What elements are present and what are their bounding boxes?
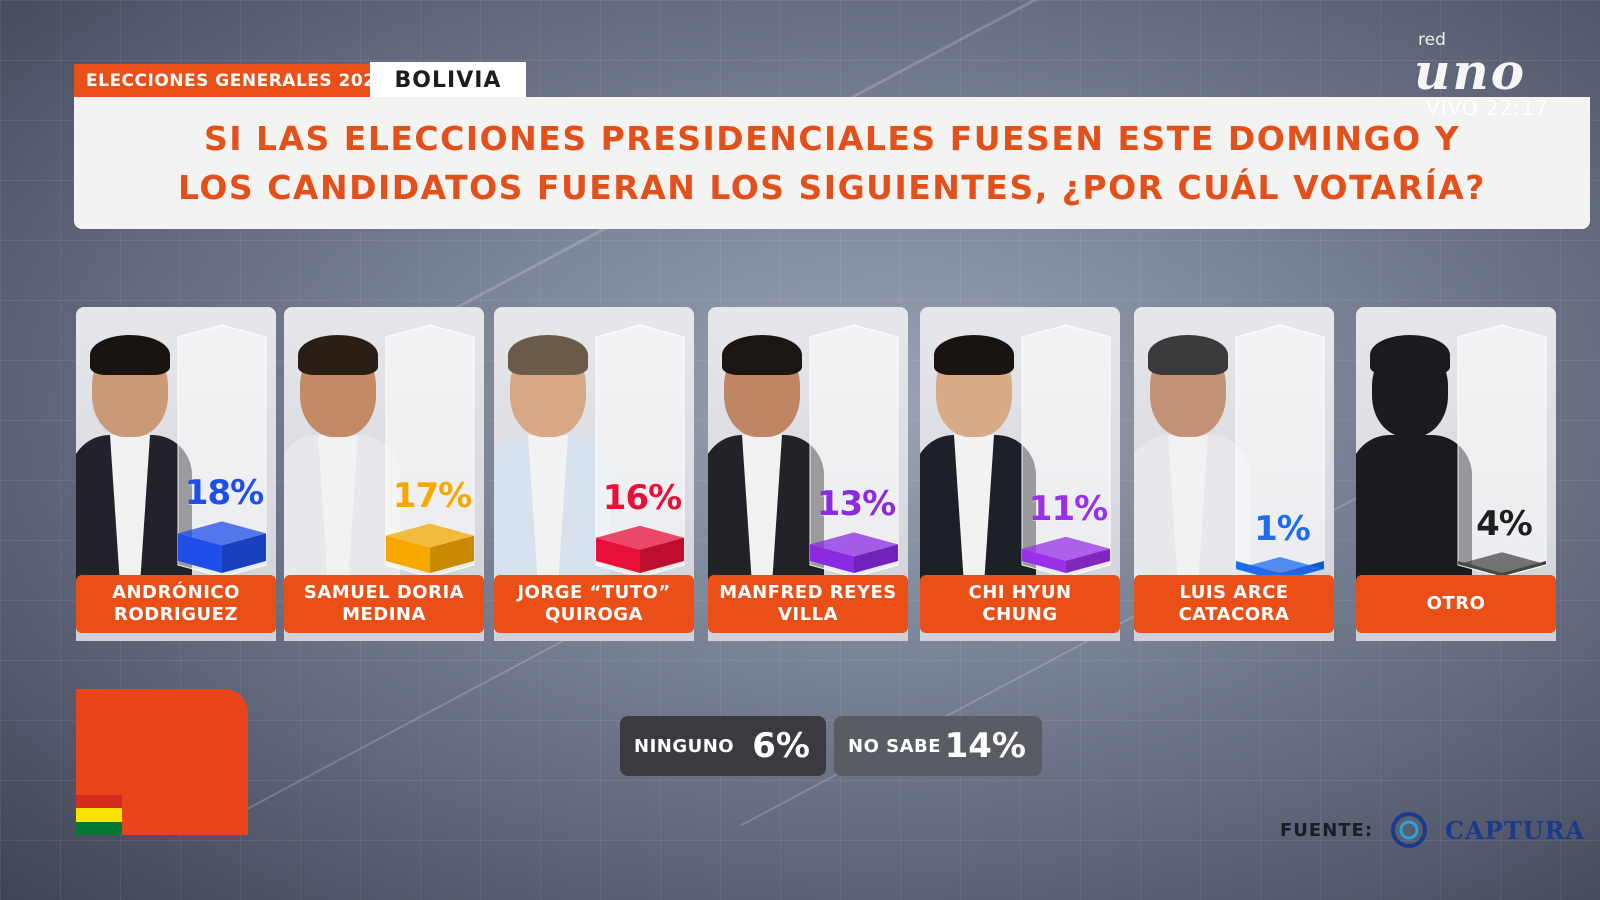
candidate-name-line-1: LUIS ARCE [1179, 581, 1289, 603]
candidate-name: ANDRÓNICO RODRIGUEZ [76, 575, 276, 633]
bar [810, 532, 898, 573]
live-clock: VIVO 22:17 [1426, 96, 1549, 120]
ninguno-label: NINGUNO [634, 735, 735, 757]
bar [178, 521, 266, 573]
candidate-card: 16% JORGE “TUTO” QUIROGA [494, 307, 694, 641]
candidate-name-line-1: SAMUEL DORIA [303, 581, 465, 603]
no-sabe-value: 14% [944, 726, 1026, 766]
bar-column [1457, 324, 1547, 578]
bar-svg [177, 324, 267, 578]
bar-column [595, 324, 685, 578]
bar-svg [595, 324, 685, 578]
bar [1022, 536, 1110, 573]
bar [386, 523, 474, 573]
candidate-name-line-2: QUIROGA [545, 604, 643, 625]
bar-value-label: 16% [602, 477, 682, 518]
corner-graphic [76, 689, 248, 835]
silhouette-photo [1356, 317, 1472, 585]
bar-value-label: 4% [1476, 504, 1533, 545]
candidate-name: JORGE “TUTO” QUIROGA [494, 575, 694, 633]
event-tag: ELECCIONES GENERALES 2025 [74, 64, 400, 98]
bar-column [809, 324, 899, 578]
bar-track [1021, 324, 1111, 578]
candidate-photo [708, 317, 824, 585]
candidate-name: MANFRED REYES VILLA [708, 575, 908, 633]
candidate-card: 1% LUIS ARCE CATACORA [1134, 307, 1334, 641]
source-credit: FUENTE: CAPTURA [1280, 810, 1585, 850]
bar-track [595, 324, 685, 578]
bar [1458, 552, 1546, 577]
candidate-name-line-1: MANFRED REYES [719, 581, 897, 603]
bar-column [1021, 324, 1111, 578]
captura-logo-icon [1391, 812, 1428, 848]
candidate-photo [920, 317, 1036, 585]
network-logo-text: uno [1414, 42, 1527, 101]
candidate-card: 17% SAMUEL DORIA MEDINA [284, 307, 484, 641]
candidate-name: CHI HYUN CHUNG [920, 575, 1120, 633]
candidate-name-line-2: CHUNG [982, 604, 1058, 625]
ninguno-value: 6% [752, 726, 810, 766]
bar-column [385, 324, 475, 578]
candidate-card: 11% CHI HYUN CHUNG [920, 307, 1120, 641]
candidate-name-line-2: MEDINA [342, 604, 426, 625]
candidate-name-line-1: CHI HYUN [968, 581, 1072, 603]
no-sabe-label: NO SABE [848, 735, 942, 757]
bar-value-label: 13% [816, 484, 896, 525]
bar-column [177, 324, 267, 578]
bar [596, 525, 684, 573]
candidate-photo [494, 317, 610, 585]
candidate-name-line-2: VILLA [778, 604, 838, 625]
candidate-photo [284, 317, 400, 585]
network-small-label: red [1418, 30, 1446, 50]
bolivia-flag-icon [76, 795, 122, 835]
bar-track [385, 324, 475, 578]
candidate-name: LUIS ARCE CATACORA [1134, 575, 1334, 633]
candidate-photo [1134, 317, 1250, 585]
network-logo: red uno VIVO 22:17 [1408, 28, 1588, 120]
candidate-name-line-1: OTRO [1426, 592, 1486, 614]
country-tag: BOLIVIA [370, 62, 526, 98]
bar-value-label: 11% [1028, 488, 1108, 529]
candidate-card: 13% MANFRED REYES VILLA [708, 307, 908, 641]
question-line-2: LOS CANDIDATOS FUERAN LOS SIGUIENTES, ¿P… [178, 168, 1486, 207]
question-panel: SI LAS ELECCIONES PRESIDENCIALES FUESEN … [74, 97, 1590, 229]
candidate-name: SAMUEL DORIA MEDINA [284, 575, 484, 633]
bar-svg [809, 324, 899, 578]
candidate-name-line-2: CATACORA [1178, 604, 1290, 625]
candidate-card: 4% OTRO [1356, 307, 1556, 641]
ninguno-pill: NINGUNO 6% [620, 716, 826, 776]
bar-value-label: 18% [184, 473, 264, 514]
bar-track [1457, 324, 1547, 578]
candidate-name-line-2: RODRIGUEZ [114, 604, 238, 625]
candidate-card: 18% ANDRÓNICO RODRIGUEZ [76, 307, 276, 641]
source-label: FUENTE: [1280, 819, 1374, 841]
question-line-1: SI LAS ELECCIONES PRESIDENCIALES FUESEN … [203, 118, 1461, 158]
bar-svg [385, 324, 475, 578]
bar-svg [1457, 324, 1547, 578]
bar-track [809, 324, 899, 578]
bar-value-label: 17% [392, 475, 472, 516]
bar-value-label: 1% [1254, 509, 1311, 549]
candidate-name: OTRO [1356, 575, 1556, 633]
no-sabe-pill: NO SABE 14% [834, 716, 1042, 776]
candidate-name-line-1: ANDRÓNICO [112, 581, 240, 603]
source-name: CAPTURA [1445, 815, 1586, 845]
candidate-name-line-1: JORGE “TUTO” [517, 581, 671, 603]
bar-track [177, 324, 267, 578]
bar-svg [1021, 324, 1111, 578]
candidate-photo [76, 317, 192, 585]
